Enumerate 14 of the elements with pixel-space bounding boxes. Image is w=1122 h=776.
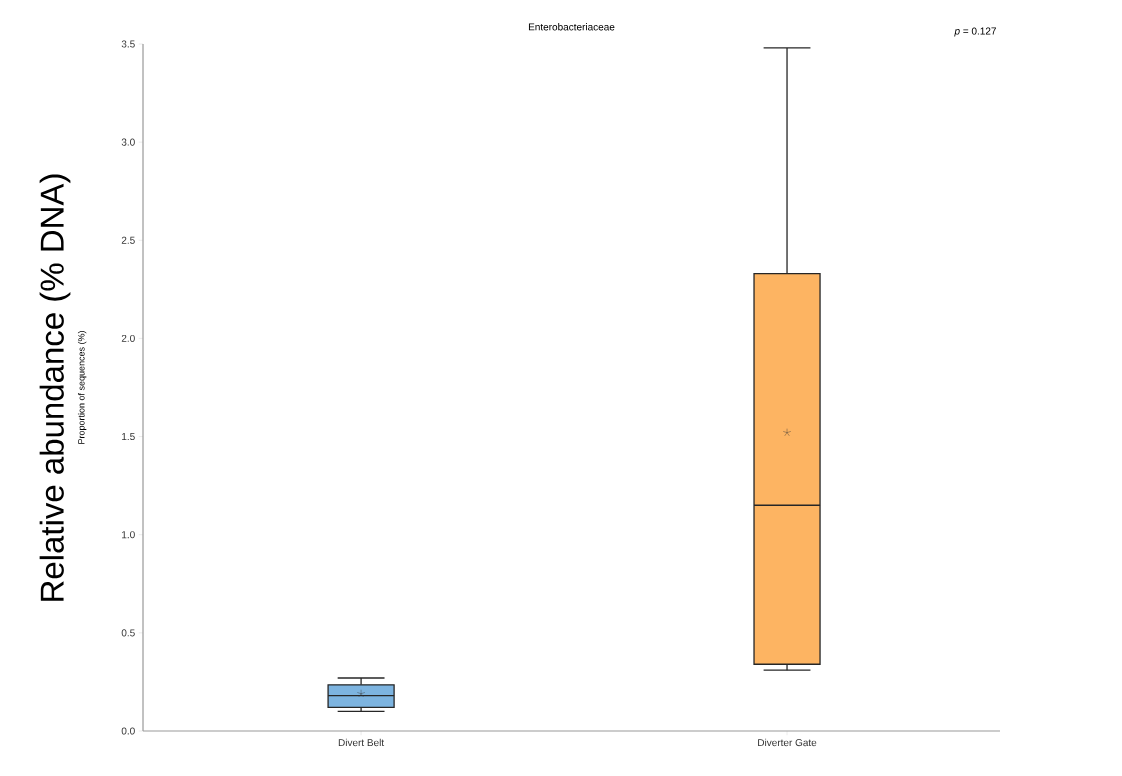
x-tick-label: Diverter Gate (758, 738, 817, 747)
chart-title: Enterobacteriaceae (528, 23, 615, 31)
text: p = 0.127 (954, 27, 996, 37)
x-tick-label: Divert Belt (338, 738, 385, 747)
y-tick-label: 3.5 (121, 40, 135, 48)
y-axis-title: Proportion of sequences (%) (77, 331, 87, 444)
y-tick-label: 3.0 (121, 138, 135, 146)
text: Relative abundance (% DNA) (39, 174, 71, 601)
y-tick-label: 1.0 (122, 531, 135, 539)
y-tick-label: 0.0 (121, 727, 135, 735)
y-tick-label: 2.0 (121, 334, 135, 342)
y-tick-label: 0.5 (121, 629, 135, 637)
y-tick-label: 2.5 (121, 236, 135, 244)
y-tick-label: 1.5 (122, 433, 135, 441)
